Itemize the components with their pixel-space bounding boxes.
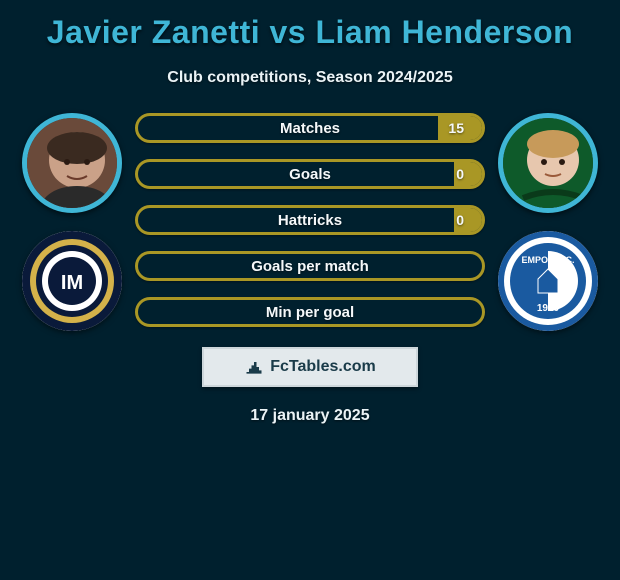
stat-label: Goals bbox=[289, 166, 331, 183]
stat-row: Goals per match bbox=[135, 251, 485, 281]
inter-logo-icon: IM bbox=[22, 231, 122, 331]
stat-label: Min per goal bbox=[266, 304, 354, 321]
player-right-club-logo: EMPOLI F.C. 1920 bbox=[498, 231, 598, 331]
comparison-main: IM Matches 15 Goals 0 Hattricks 0 Goals per ma… bbox=[0, 113, 620, 331]
stat-value-right: 15 bbox=[448, 120, 464, 136]
date-text: 17 january 2025 bbox=[0, 407, 620, 425]
right-side: EMPOLI F.C. 1920 bbox=[493, 113, 603, 331]
stat-row: Matches 15 bbox=[135, 113, 485, 143]
stat-label: Goals per match bbox=[251, 258, 369, 275]
player-right-face-icon bbox=[503, 118, 598, 213]
brand-text: FcTables.com bbox=[270, 358, 376, 376]
player-left-face-icon bbox=[27, 118, 122, 213]
stat-row: Hattricks 0 bbox=[135, 205, 485, 235]
subtitle: Club competitions, Season 2024/2025 bbox=[0, 69, 620, 87]
empoli-logo-icon: EMPOLI F.C. 1920 bbox=[498, 231, 598, 331]
stat-value-right: 0 bbox=[456, 212, 464, 228]
brand-box[interactable]: FcTables.com bbox=[202, 347, 418, 387]
stat-label: Hattricks bbox=[278, 212, 342, 229]
player-left-avatar bbox=[22, 113, 122, 213]
svg-text:EMPOLI F.C.: EMPOLI F.C. bbox=[521, 255, 574, 265]
page-title: Javier Zanetti vs Liam Henderson bbox=[0, 0, 620, 51]
left-side: IM bbox=[17, 113, 127, 331]
stat-label: Matches bbox=[280, 120, 340, 137]
player-right-avatar bbox=[498, 113, 598, 213]
svg-text:1920: 1920 bbox=[537, 303, 560, 314]
svg-text:IM: IM bbox=[61, 272, 83, 294]
stat-value-right: 0 bbox=[456, 166, 464, 182]
chart-icon bbox=[244, 357, 264, 377]
stat-row: Min per goal bbox=[135, 297, 485, 327]
stat-row: Goals 0 bbox=[135, 159, 485, 189]
player-left-club-logo: IM bbox=[22, 231, 122, 331]
stats-column: Matches 15 Goals 0 Hattricks 0 Goals per match… bbox=[135, 113, 485, 327]
